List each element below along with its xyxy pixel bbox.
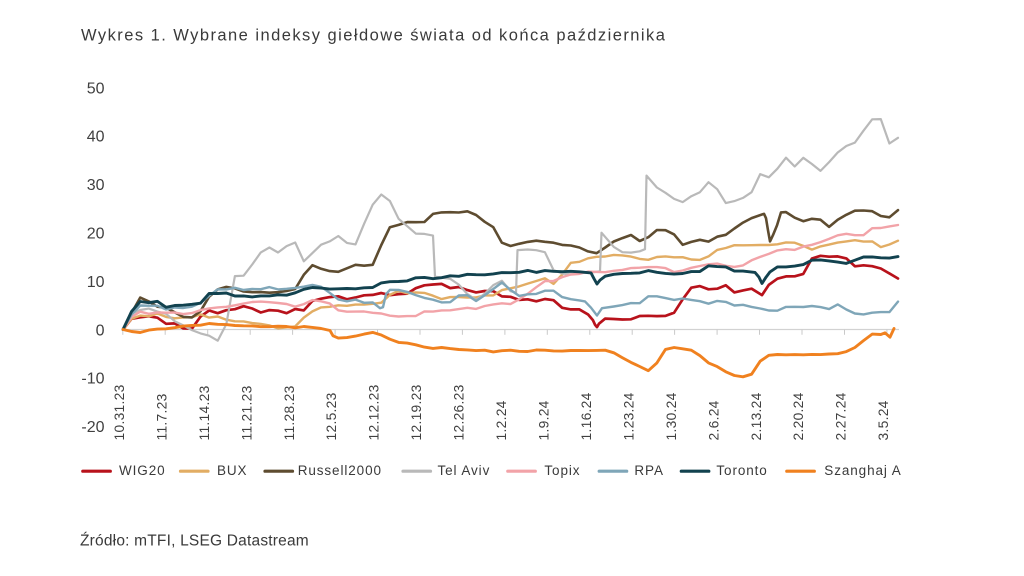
svg-text:10.31.23: 10.31.23 — [112, 384, 127, 440]
svg-text:20: 20 — [87, 226, 105, 243]
svg-text:Tel Aviv: Tel Aviv — [438, 463, 491, 478]
svg-text:11.21.23: 11.21.23 — [239, 385, 254, 440]
svg-text:1.16.24: 1.16.24 — [579, 392, 594, 440]
svg-text:Wykres 1. Wybrane indeksy gieł: Wykres 1. Wybrane indeksy giełdowe świat… — [81, 26, 666, 44]
svg-text:Toronto: Toronto — [716, 463, 767, 478]
svg-text:2.13.24: 2.13.24 — [749, 392, 764, 440]
svg-text:Źródło: mTFI, LSEG Datastream: Źródło: mTFI, LSEG Datastream — [80, 533, 309, 550]
svg-text:2.20.24: 2.20.24 — [791, 392, 806, 440]
svg-text:11.7.23: 11.7.23 — [154, 393, 169, 440]
svg-text:10: 10 — [87, 274, 105, 291]
svg-text:1.9.24: 1.9.24 — [537, 400, 552, 440]
svg-text:30: 30 — [87, 177, 105, 194]
svg-text:0: 0 — [96, 322, 105, 339]
svg-text:2.27.24: 2.27.24 — [834, 392, 849, 440]
svg-text:Szanghaj A: Szanghaj A — [824, 463, 901, 478]
svg-text:WIG20: WIG20 — [119, 463, 166, 478]
svg-text:11.14.23: 11.14.23 — [197, 385, 212, 440]
svg-text:12.5.23: 12.5.23 — [324, 392, 339, 440]
svg-text:Russell2000: Russell2000 — [298, 463, 382, 478]
svg-text:12.26.23: 12.26.23 — [452, 384, 467, 440]
svg-text:1.30.24: 1.30.24 — [664, 392, 679, 440]
svg-text:2.6.24: 2.6.24 — [706, 400, 721, 440]
svg-text:BUX: BUX — [217, 463, 247, 478]
svg-text:12.12.23: 12.12.23 — [367, 384, 382, 440]
svg-text:-20: -20 — [81, 419, 104, 436]
svg-text:40: 40 — [87, 129, 105, 146]
svg-text:3.5.24: 3.5.24 — [876, 400, 891, 440]
svg-text:-10: -10 — [81, 371, 104, 388]
svg-text:RPA: RPA — [634, 463, 663, 478]
svg-text:11.28.23: 11.28.23 — [282, 385, 297, 440]
svg-text:1.2.24: 1.2.24 — [494, 400, 509, 440]
svg-text:1.23.24: 1.23.24 — [621, 392, 636, 440]
svg-text:Topix: Topix — [544, 463, 580, 478]
svg-text:12.19.23: 12.19.23 — [409, 384, 424, 440]
svg-text:50: 50 — [87, 80, 105, 97]
